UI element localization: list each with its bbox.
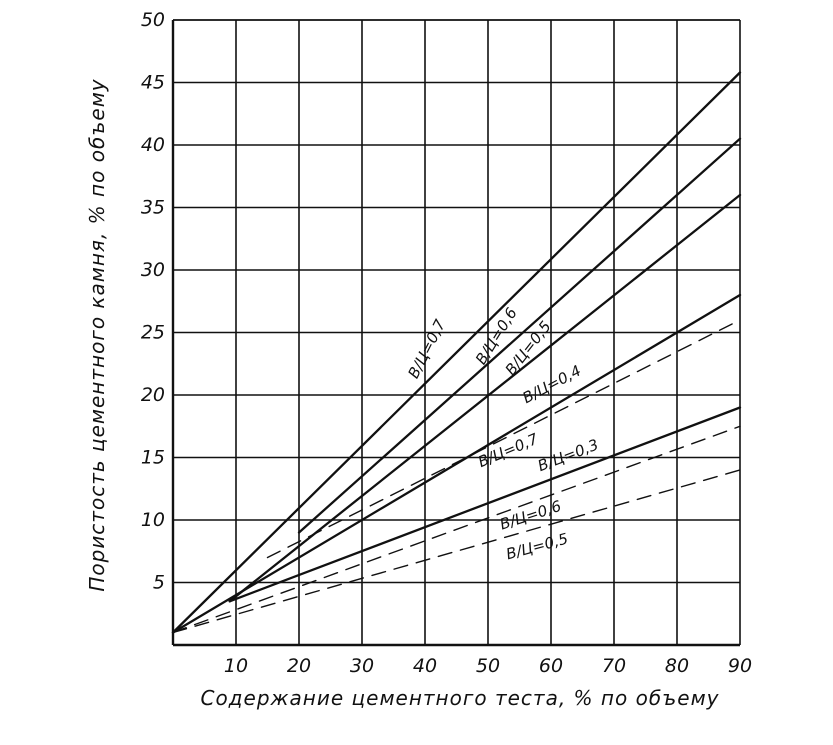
y-tick-label-10: 10 [141, 509, 165, 531]
series-line-1-solid [297, 137, 742, 534]
tick-labels: 10 20 30 40 50 60 70 80 90 5 10 15 20 25 30 35 40 45 50 [141, 9, 752, 677]
series-line-5-dashed [266, 319, 741, 559]
y-tick-label-40: 40 [141, 134, 165, 156]
x-tick-label-90: 90 [728, 655, 752, 677]
y-axis-title: Пористость цементного камня, % по объему [85, 78, 109, 591]
x-tick-label-10: 10 [224, 655, 248, 677]
series-line-3-solid [171, 293, 742, 634]
curve-label-0: В/Ц=0,7 [404, 316, 449, 381]
y-tick-label-15: 15 [141, 447, 165, 469]
y-tick-label-50: 50 [141, 9, 165, 31]
y-tick-label-20: 20 [141, 384, 165, 406]
curve-label-5: В/Ц=0,3 [535, 436, 601, 476]
y-tick-label-25: 25 [141, 322, 165, 344]
x-axis-title: Содержание цементного теста, % по объему [200, 686, 719, 710]
y-tick-label-45: 45 [141, 72, 165, 94]
series-line-0-solid [171, 71, 742, 634]
series-line-2-solid [228, 193, 742, 603]
x-tick-label-50: 50 [476, 655, 500, 677]
series-line-6-dashed [172, 425, 741, 634]
x-tick-label-20: 20 [287, 655, 311, 677]
curve-label-4: В/Ц=0,7 [475, 430, 541, 472]
y-tick-label-30: 30 [141, 259, 165, 281]
x-tick-label-40: 40 [413, 655, 437, 677]
x-tick-label-30: 30 [350, 655, 374, 677]
series-line-4-solid [228, 406, 742, 603]
series-lines [171, 71, 742, 634]
x-tick-label-80: 80 [665, 655, 689, 677]
grid [171, 19, 741, 647]
y-tick-label-5: 5 [153, 572, 165, 594]
series-line-7-dashed [172, 469, 741, 634]
curve-label-3: В/Ц=0,4 [520, 362, 584, 408]
y-tick-label-35: 35 [141, 197, 165, 219]
x-tick-label-70: 70 [602, 655, 626, 677]
x-tick-label-60: 60 [539, 655, 563, 677]
